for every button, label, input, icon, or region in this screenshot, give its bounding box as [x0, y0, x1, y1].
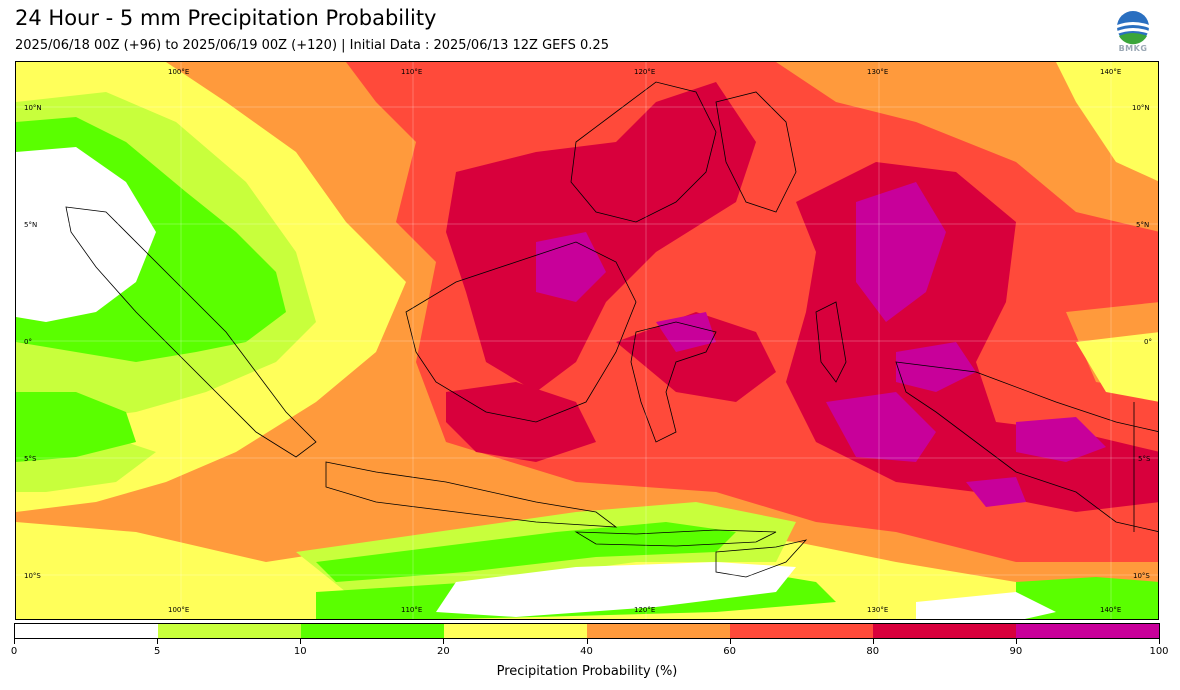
colorbar-segment — [1016, 624, 1159, 638]
colorbar-tick — [1015, 639, 1017, 644]
lat-label-right: 5°S — [1138, 455, 1151, 463]
colorbar-tick-label: 90 — [1009, 646, 1023, 657]
lat-label-right: 0° — [1144, 338, 1152, 346]
lon-label-top: 120°E — [634, 68, 655, 76]
lat-label-left: 5°S — [24, 455, 37, 463]
lon-label-bottom: 120°E — [634, 606, 655, 614]
lat-label-right: 5°N — [1136, 221, 1149, 229]
colorbar-tick — [872, 639, 874, 644]
precipitation-map: 100°E 110°E 120°E 130°E 140°E 100°E 110°… — [15, 61, 1159, 620]
colorbar-tick-label: 60 — [723, 646, 736, 657]
colorbar-tick-label: 10 — [293, 646, 307, 657]
colorbar-tick — [586, 639, 588, 644]
map-title: 24 Hour - 5 mm Precipitation Probability — [15, 6, 437, 30]
colorbar-segment — [15, 624, 158, 638]
colorbar-tick — [1159, 639, 1160, 644]
logo-label: BMKG — [1118, 44, 1148, 53]
lat-label-left: 10°S — [24, 572, 41, 580]
lon-label-top: 130°E — [867, 68, 888, 76]
colorbar-tick — [729, 639, 731, 644]
colorbar — [14, 623, 1160, 639]
lon-label-top: 100°E — [168, 68, 189, 76]
colorbar-tick-label: 40 — [580, 646, 593, 657]
colorbar-tick-label: 0 — [10, 646, 18, 657]
colorbar-segment — [444, 624, 587, 638]
colorbar-segment — [158, 624, 301, 638]
bmkg-logo-icon — [1117, 11, 1149, 45]
lat-label-left: 10°N — [24, 104, 42, 112]
lon-label-top: 140°E — [1100, 68, 1121, 76]
colorbar-tick-label: 100 — [1149, 646, 1169, 657]
colorbar-segment — [587, 624, 730, 638]
colorbar-tick — [300, 639, 302, 644]
lon-label-bottom: 100°E — [168, 606, 189, 614]
colorbar-tick-label: 20 — [437, 646, 450, 657]
lon-label-top: 110°E — [401, 68, 422, 76]
lat-label-left: 5°N — [24, 221, 37, 229]
probability-field: 100°E 110°E 120°E 130°E 140°E 100°E 110°… — [16, 62, 1158, 619]
colorbar-segment — [873, 624, 1016, 638]
lat-label-right: 10°S — [1133, 572, 1150, 580]
lon-label-bottom: 110°E — [401, 606, 422, 614]
lon-label-bottom: 130°E — [867, 606, 888, 614]
colorbar-tick — [443, 639, 445, 644]
lat-label-right: 10°N — [1132, 104, 1150, 112]
colorbar-tick-label: 5 — [153, 646, 161, 657]
colorbar-tick-label: 80 — [866, 646, 880, 657]
colorbar-tick — [157, 639, 159, 644]
lat-label-left: 0° — [24, 338, 32, 346]
colorbar-tick — [14, 639, 15, 644]
lon-label-bottom: 140°E — [1100, 606, 1121, 614]
map-subtitle: 2025/06/18 00Z (+96) to 2025/06/19 00Z (… — [15, 38, 609, 53]
colorbar-segment — [301, 624, 444, 638]
colorbar-label: Precipitation Probability (%) — [496, 664, 678, 679]
colorbar-segment — [730, 624, 873, 638]
